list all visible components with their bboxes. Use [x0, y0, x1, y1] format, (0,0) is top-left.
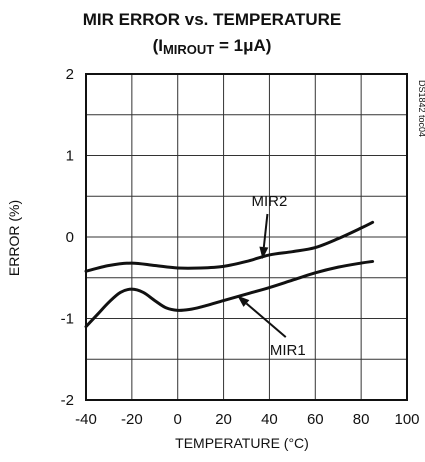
data-series: [84, 220, 375, 329]
series-line-mir2: [84, 220, 375, 273]
annotation-arrow-mir1: [245, 302, 287, 338]
x-tick-label: 100: [394, 411, 419, 428]
y-tick-label: 1: [66, 148, 74, 165]
document-id: DS1842 toc04: [417, 80, 425, 137]
y-tick-label: -1: [61, 311, 74, 328]
x-tick-label: -40: [75, 411, 97, 428]
x-tick-label: 20: [215, 411, 232, 428]
y-tick-labels: 2 1 0 -1 -2: [61, 66, 74, 409]
x-tick-label: 40: [261, 411, 278, 428]
subtitle-suffix: = 1μA): [214, 36, 271, 55]
y-tick-label: 0: [66, 229, 74, 246]
annotation-label-mir2: MIR2: [252, 193, 288, 210]
series-line-mir1: [84, 259, 375, 329]
annotation-label-mir1: MIR1: [270, 342, 306, 359]
grid: [85, 73, 408, 401]
subtitle-prefix: (I: [153, 36, 163, 55]
y-axis-label: ERROR (%): [6, 200, 22, 276]
y-tick-label: -2: [61, 392, 74, 409]
x-tick-label: -20: [121, 411, 143, 428]
annotation-arrow-mir2: [262, 213, 269, 248]
annotation-arrowhead-mir1: [237, 295, 250, 307]
y-tick-label: 2: [66, 66, 74, 83]
annotations: MIR2 MIR1: [237, 193, 306, 359]
annotation-arrowhead-mir2: [259, 246, 269, 259]
x-tick-label: 60: [307, 411, 324, 428]
plot-frame: [85, 73, 408, 401]
chart-subtitle: (IMIROUT = 1μA): [153, 36, 272, 57]
chart-title: MIR ERROR vs. TEMPERATURE: [83, 10, 342, 29]
subtitle-subscript: MIROUT: [163, 42, 214, 57]
x-axis-label: TEMPERATURE (°C): [175, 435, 309, 451]
x-tick-labels: -40 -20 0 20 40 60 80 100: [75, 411, 419, 428]
x-tick-label: 0: [174, 411, 182, 428]
x-tick-label: 80: [353, 411, 370, 428]
